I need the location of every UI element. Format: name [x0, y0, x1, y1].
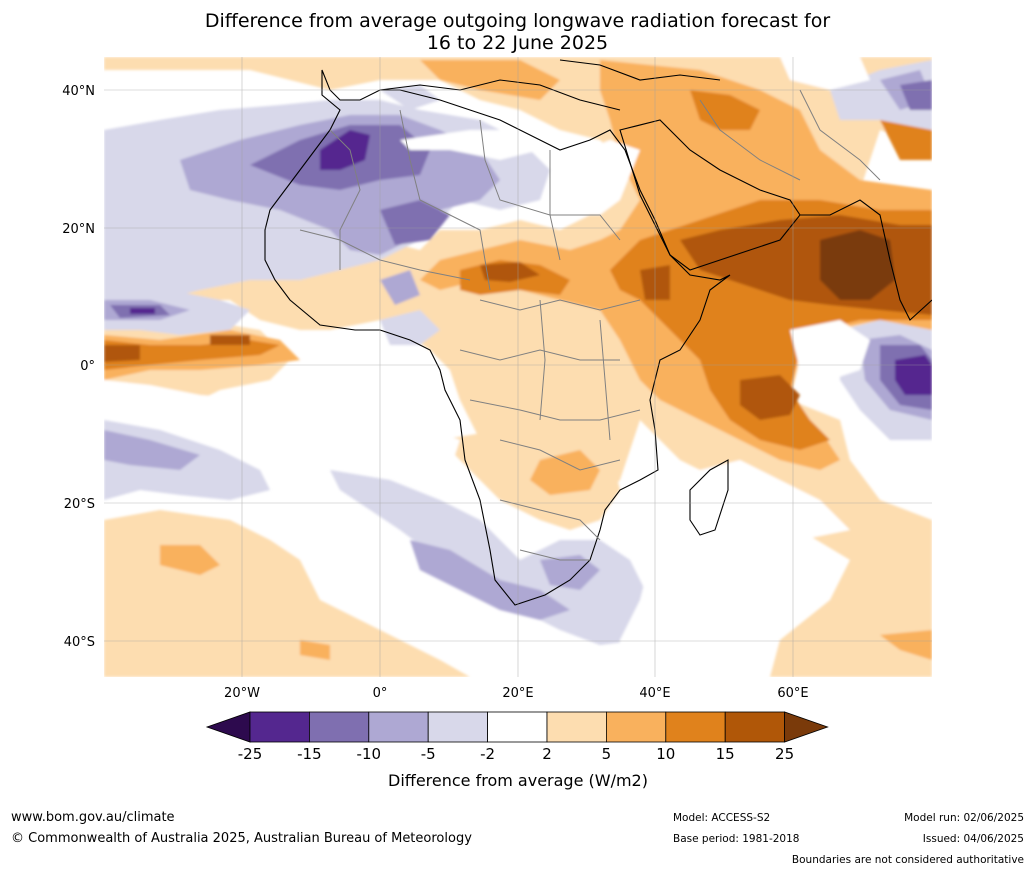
- colorbar-tick-label: -2: [480, 745, 495, 763]
- colorbar-tick-label: 25: [775, 745, 794, 763]
- colorbar-segment: [606, 711, 667, 743]
- title-line-1: Difference from average outgoing longwav…: [204, 10, 831, 32]
- colorbar-tick-label: 2: [542, 745, 552, 763]
- colorbar-extend-low: [205, 711, 251, 743]
- graticule: [104, 57, 932, 677]
- model-run-text: Model run: 02/06/2025: [904, 812, 1024, 824]
- lon-label-0: 0°: [373, 686, 388, 701]
- lon-label-20w: 20°W: [224, 686, 260, 701]
- lat-label-40n: 40°N: [62, 84, 95, 99]
- colorbar-tick-labels: -25 -15 -10 -5 -2 2 5 10 15 25: [238, 745, 794, 763]
- lon-label-60e: 60°E: [777, 686, 808, 701]
- lat-label-20n: 20°N: [62, 222, 95, 237]
- latitude-labels: 40°N 20°N 0° 20°S 40°S: [62, 84, 95, 650]
- coastlines: [264, 59, 932, 606]
- lat-label-20s: 20°S: [64, 497, 95, 512]
- colorbar-tick-label: 15: [716, 745, 735, 763]
- colorbar-segment: [665, 711, 726, 743]
- base-period-text: Base period: 1981-2018: [673, 833, 800, 845]
- colorbar-tick-label: 5: [602, 745, 612, 763]
- lat-label-0: 0°: [80, 359, 95, 374]
- colorbar-tick-label: -10: [357, 745, 382, 763]
- map-title: Difference from average outgoing longwav…: [0, 10, 1035, 54]
- lon-label-20e: 20°E: [502, 686, 533, 701]
- colorbar-segment: [368, 711, 429, 743]
- colorbar-tick-label: -15: [297, 745, 322, 763]
- colorbar: [205, 711, 829, 743]
- copyright-text: © Commonwealth of Australia 2025, Austra…: [11, 831, 472, 846]
- disclaimer-text: Boundaries are not considered authoritat…: [791, 854, 1024, 866]
- colorbar-segment: [724, 711, 786, 743]
- colorbar-segment: [308, 711, 370, 743]
- lat-label-40s: 40°S: [64, 635, 95, 650]
- colorbar-segment: [249, 711, 310, 743]
- colorbar-segment: [487, 711, 548, 743]
- colorbar-tick-label: -5: [421, 745, 436, 763]
- colorbar-segment: [546, 711, 607, 743]
- longitude-labels: 20°W 0° 20°E 40°E 60°E: [224, 686, 809, 701]
- colorbar-tick-label: -25: [238, 745, 263, 763]
- colorbar-label: Difference from average (W/m2): [388, 771, 648, 790]
- website-text: www.bom.gov.au/climate: [11, 810, 175, 825]
- colorbar-extend-high: [784, 711, 829, 743]
- title-line-2: 16 to 22 June 2025: [426, 32, 609, 54]
- model-text: Model: ACCESS-S2: [673, 812, 771, 824]
- country-borders: [299, 89, 881, 561]
- colorbar-tick-label: 10: [656, 745, 675, 763]
- colorbar-segment: [427, 711, 489, 743]
- lon-label-40e: 40°E: [639, 686, 670, 701]
- issued-text: Issued: 04/06/2025: [922, 833, 1024, 845]
- map-area: [104, 57, 932, 677]
